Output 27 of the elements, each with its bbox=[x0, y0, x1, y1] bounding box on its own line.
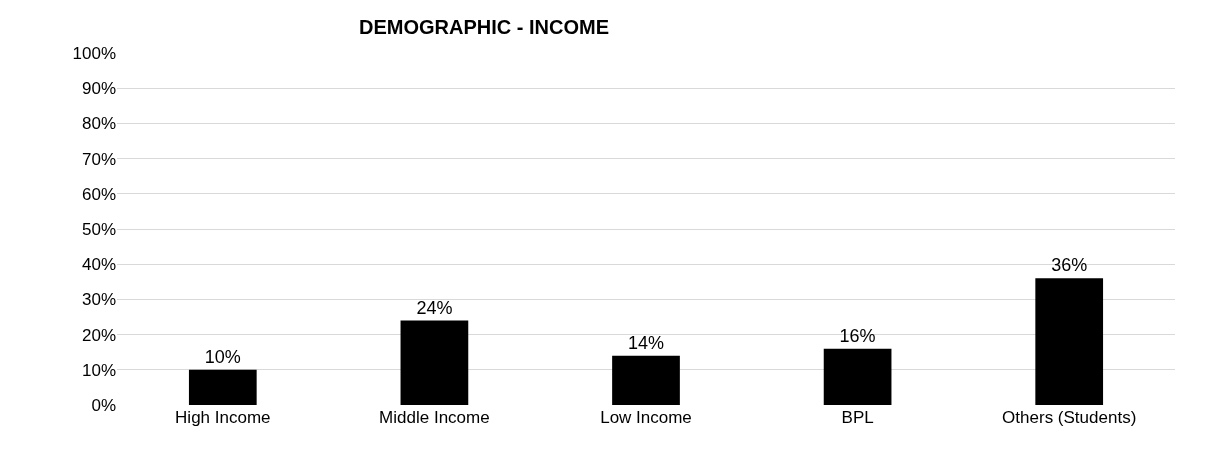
y-tick-label: 60% bbox=[81, 184, 116, 204]
data-label: 10% bbox=[204, 346, 241, 367]
bar bbox=[612, 355, 680, 405]
x-tick-label: Low Income bbox=[600, 408, 692, 427]
x-tick-label: Middle Income bbox=[379, 408, 490, 427]
y-tick-label: 80% bbox=[81, 114, 116, 134]
y-tick-label: 30% bbox=[81, 290, 116, 310]
bar bbox=[188, 369, 257, 405]
y-tick-label: 0% bbox=[91, 395, 116, 415]
x-tick-label: BPL bbox=[841, 408, 874, 427]
bar bbox=[1035, 278, 1104, 405]
y-tick-label: 70% bbox=[81, 149, 116, 169]
y-tick-label: 10% bbox=[81, 360, 116, 380]
y-tick-label: 40% bbox=[81, 255, 116, 275]
y-tick-label: 50% bbox=[81, 219, 116, 239]
bar bbox=[400, 320, 469, 405]
x-tick-label: Others (Students) bbox=[1002, 408, 1137, 427]
y-tick-label: 20% bbox=[81, 325, 116, 345]
bar bbox=[823, 348, 892, 405]
y-tick-label: 100% bbox=[72, 43, 116, 63]
data-label: 16% bbox=[839, 325, 876, 346]
chart-title: DEMOGRAPHIC - INCOME bbox=[359, 16, 609, 39]
data-label: 24% bbox=[416, 297, 453, 318]
data-label: 36% bbox=[1051, 255, 1088, 276]
y-tick-label: 90% bbox=[81, 79, 116, 99]
x-tick-label: High Income bbox=[175, 408, 271, 427]
data-label: 14% bbox=[627, 332, 665, 353]
